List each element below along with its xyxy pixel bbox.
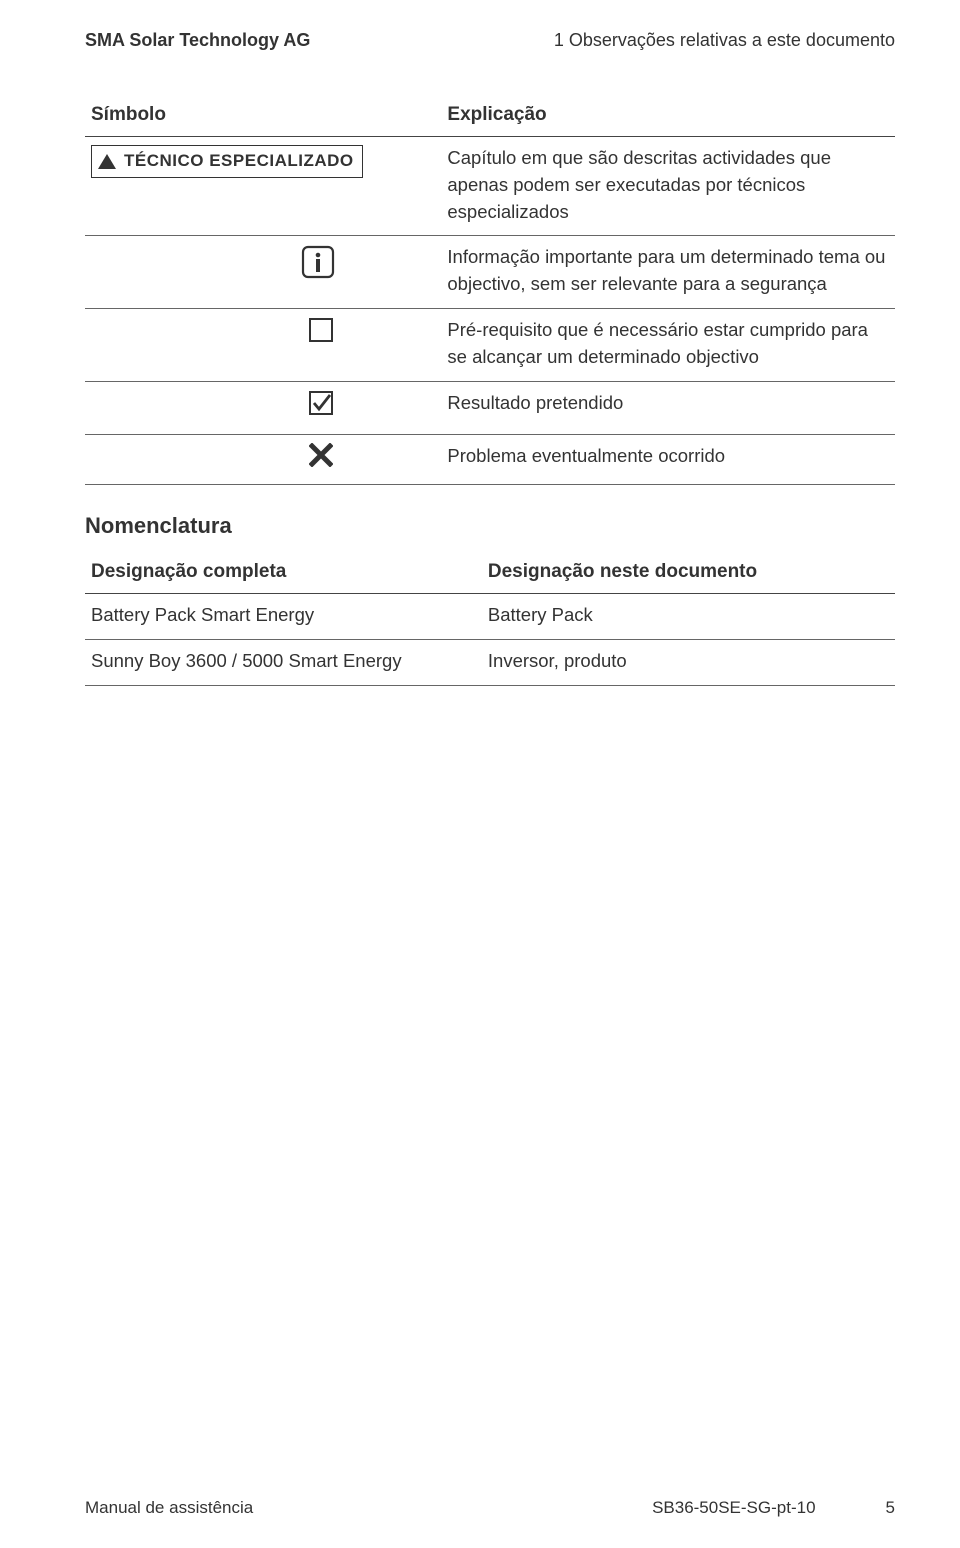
page-footer: Manual de assistência SB36-50SE-SG-pt-10… [85,1498,895,1518]
explanation-text: Resultado pretendido [441,381,895,434]
section-heading: Nomenclatura [85,513,895,539]
footer-doc-type: Manual de assistência [85,1498,253,1518]
checked-checkbox-icon [91,390,435,416]
explanation-text: Pré-requisito que é necessário estar cum… [441,309,895,382]
table-row: Pré-requisito que é necessário estar cum… [85,309,895,382]
warning-icon [98,154,116,169]
explanation-text: Informação importante para um determinad… [441,236,895,309]
cross-icon [91,443,435,467]
nomenclature-table: Designação completa Designação neste doc… [85,553,895,686]
th-full-name: Designação completa [85,553,482,594]
table-row: Resultado pretendido [85,381,895,434]
th-explanation: Explicação [441,96,895,137]
symbol-table: Símbolo Explicação TÉCNICO ESPECIALIZADO… [85,96,895,485]
technician-badge-label: TÉCNICO ESPECIALIZADO [124,149,354,174]
cell-doc-name: Battery Pack [482,594,895,640]
footer-page-number: 5 [886,1498,895,1518]
explanation-text: Capítulo em que são descritas actividade… [441,137,895,236]
cell-full-name: Sunny Boy 3600 / 5000 Smart Energy [85,640,482,686]
explanation-text: Problema eventualmente ocorrido [441,434,895,485]
cell-doc-name: Inversor, produto [482,640,895,686]
page-header: SMA Solar Technology AG 1 Observações re… [85,30,895,51]
table-row: Battery Pack Smart Energy Battery Pack [85,594,895,640]
th-doc-name: Designação neste documento [482,553,895,594]
header-section: 1 Observações relativas a este documento [554,30,895,51]
info-icon [91,244,435,280]
table-row: Problema eventualmente ocorrido [85,434,895,485]
footer-doc-id: SB36-50SE-SG-pt-10 [652,1498,815,1518]
header-company: SMA Solar Technology AG [85,30,310,51]
table-row: Informação importante para um determinad… [85,236,895,309]
empty-checkbox-icon [91,317,435,343]
technician-badge: TÉCNICO ESPECIALIZADO [91,145,363,178]
cell-full-name: Battery Pack Smart Energy [85,594,482,640]
table-row: Sunny Boy 3600 / 5000 Smart Energy Inver… [85,640,895,686]
th-symbol: Símbolo [85,96,441,137]
table-row: TÉCNICO ESPECIALIZADO Capítulo em que sã… [85,137,895,236]
